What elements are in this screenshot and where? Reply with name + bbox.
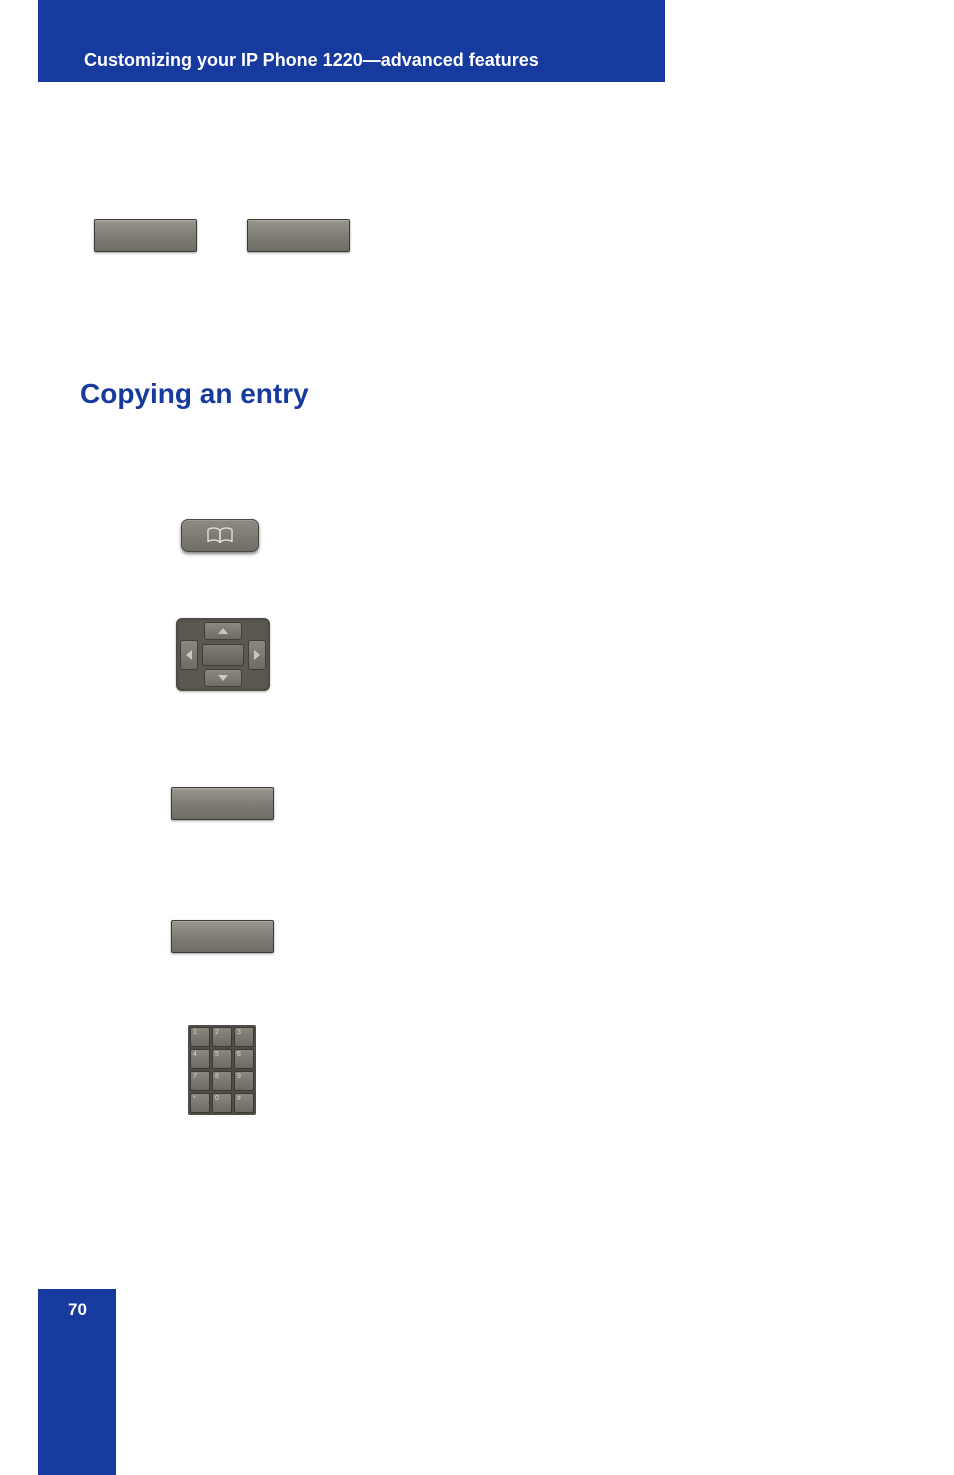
key-5[interactable]: 5 — [212, 1049, 232, 1069]
key-star[interactable]: * — [190, 1093, 210, 1113]
page-header: Customizing your IP Phone 1220—advanced … — [84, 50, 539, 71]
key-1[interactable]: 1 — [190, 1027, 210, 1047]
nav-down[interactable] — [204, 669, 242, 687]
softkey-pair — [94, 219, 350, 252]
nav-right[interactable] — [248, 640, 266, 670]
softkey-copy[interactable] — [171, 787, 274, 820]
softkey-left[interactable] — [94, 219, 197, 252]
directory-button[interactable] — [181, 519, 259, 552]
key-0[interactable]: 0 — [212, 1093, 232, 1113]
key-8[interactable]: 8 — [212, 1071, 232, 1091]
key-hash[interactable]: # — [234, 1093, 254, 1113]
softkey-next[interactable] — [171, 920, 274, 953]
nav-pad[interactable] — [176, 618, 270, 691]
dialpad[interactable]: 1 2 3 4 5 6 7 8 9 * 0 # — [188, 1025, 256, 1115]
key-7[interactable]: 7 — [190, 1071, 210, 1091]
key-4[interactable]: 4 — [190, 1049, 210, 1069]
key-2[interactable]: 2 — [212, 1027, 232, 1047]
nav-up[interactable] — [204, 622, 242, 640]
key-6[interactable]: 6 — [234, 1049, 254, 1069]
book-icon — [206, 527, 234, 545]
key-9[interactable]: 9 — [234, 1071, 254, 1091]
nav-left[interactable] — [180, 640, 198, 670]
nav-enter[interactable] — [202, 644, 244, 666]
key-3[interactable]: 3 — [234, 1027, 254, 1047]
page-number: 70 — [68, 1300, 87, 1320]
section-heading: Copying an entry — [80, 378, 309, 410]
softkey-right[interactable] — [247, 219, 350, 252]
